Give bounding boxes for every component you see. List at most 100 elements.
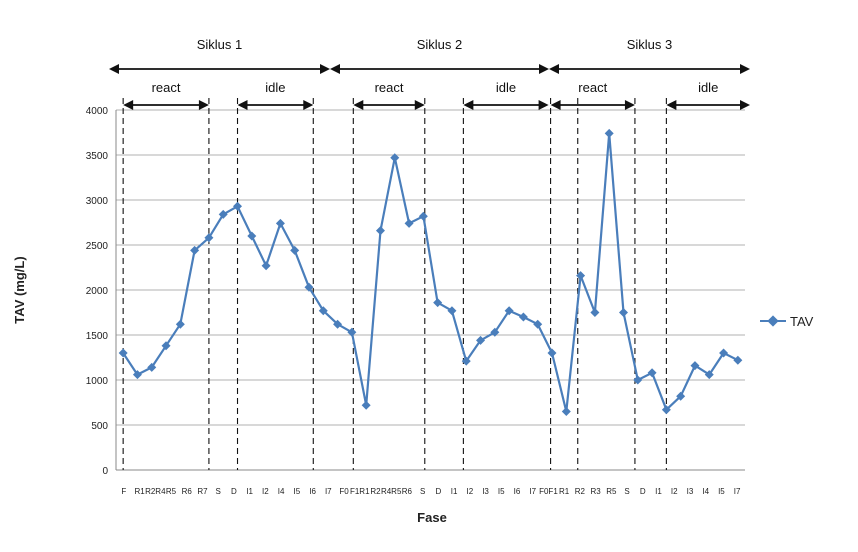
x-tick-label: R5 bbox=[166, 487, 177, 496]
x-tick-label: I2 bbox=[262, 487, 269, 496]
x-tick-label: R2 bbox=[575, 487, 586, 496]
react-arrow-head-left bbox=[550, 100, 561, 110]
data-point bbox=[647, 368, 657, 378]
react-label: react bbox=[375, 80, 404, 95]
cycle-label: Siklus 1 bbox=[197, 37, 243, 52]
data-point bbox=[204, 233, 214, 243]
idle-label: idle bbox=[698, 80, 718, 95]
data-point bbox=[633, 375, 643, 385]
series-tav bbox=[118, 128, 743, 416]
y-tick-label: 0 bbox=[102, 466, 108, 477]
react-arrow-head-left bbox=[123, 100, 134, 110]
idle-arrow-head-left bbox=[237, 100, 248, 110]
x-tick-label: R1 bbox=[559, 487, 570, 496]
data-point bbox=[190, 245, 200, 255]
x-tick-label: I1 bbox=[246, 487, 253, 496]
x-tick-label: I2 bbox=[466, 487, 473, 496]
legend-marker bbox=[767, 315, 779, 327]
x-tick-label: D bbox=[435, 487, 441, 496]
x-tick-label: F0 bbox=[339, 487, 349, 496]
data-point bbox=[704, 370, 714, 380]
x-tick-label: I6 bbox=[514, 487, 521, 496]
y-axis-ticks: 0 500 1000 1500 2000 2500 3000 3500 4000 bbox=[86, 106, 109, 477]
x-tick-label: R2R4 bbox=[145, 487, 166, 496]
data-point bbox=[561, 407, 571, 416]
x-tick-label: F0F1 bbox=[539, 487, 558, 496]
y-tick-label: 3000 bbox=[86, 196, 109, 207]
x-tick-label: F1R1 bbox=[350, 487, 370, 496]
x-tick-label: I3 bbox=[687, 487, 694, 496]
idle-arrow-head-left bbox=[666, 100, 677, 110]
data-point bbox=[676, 391, 686, 401]
cycle-arrow-head-right bbox=[740, 64, 750, 74]
x-tick-label: R5 bbox=[606, 487, 617, 496]
x-tick-label: I1 bbox=[451, 487, 458, 496]
data-point bbox=[576, 271, 586, 281]
x-tick-label: R6 bbox=[182, 487, 193, 496]
data-point bbox=[618, 308, 628, 317]
idle-arrow-head-right bbox=[538, 100, 549, 110]
x-tick-label: I1 bbox=[655, 487, 662, 496]
data-point bbox=[304, 282, 314, 292]
series-line-tav bbox=[122, 132, 739, 413]
cycle-arrow-head-left bbox=[549, 64, 559, 74]
data-point bbox=[690, 361, 700, 371]
cycle-label: Siklus 2 bbox=[417, 37, 463, 52]
idle-label: idle bbox=[496, 80, 516, 95]
idle-arrow-head-right bbox=[303, 100, 314, 110]
y-tick-label: 4000 bbox=[86, 106, 109, 117]
data-point bbox=[318, 306, 328, 316]
phase-divider-lines bbox=[122, 98, 667, 470]
idle-label: idle bbox=[265, 80, 285, 95]
data-point bbox=[418, 211, 428, 221]
data-point bbox=[504, 306, 514, 316]
data-point bbox=[490, 327, 500, 337]
data-point bbox=[433, 298, 443, 308]
data-point bbox=[604, 128, 614, 138]
x-tick-label: R6 bbox=[402, 487, 413, 496]
x-tick-label: I6 bbox=[309, 487, 316, 496]
y-axis-title: TAV (mg/L) bbox=[12, 256, 27, 323]
react-arrow-head-right bbox=[414, 100, 425, 110]
x-tick-label: R3 bbox=[590, 487, 601, 496]
x-tick-label: F bbox=[121, 487, 126, 496]
data-point bbox=[290, 245, 300, 255]
cycle-arrow-head-left bbox=[109, 64, 119, 74]
cycle-arrow-head-left bbox=[330, 64, 340, 74]
x-tick-label: I3 bbox=[482, 487, 489, 496]
data-point bbox=[547, 348, 557, 358]
data-point bbox=[275, 218, 285, 228]
data-point bbox=[390, 153, 400, 163]
y-tick-label: 3500 bbox=[86, 151, 109, 162]
y-tick-label: 1500 bbox=[86, 331, 109, 342]
y-tick-label: 1000 bbox=[86, 376, 109, 387]
cycle-label: Siklus 3 bbox=[627, 37, 673, 52]
x-tick-label: S bbox=[420, 487, 425, 496]
x-tick-label: I7 bbox=[734, 487, 741, 496]
x-tick-label: S bbox=[624, 487, 629, 496]
x-tick-label: I5 bbox=[718, 487, 725, 496]
cycle-labels: Siklus 1 react idle Siklus 2 react idle Siklus… bbox=[152, 37, 719, 95]
data-point bbox=[661, 405, 671, 415]
x-tick-label: D bbox=[640, 487, 646, 496]
data-point bbox=[733, 355, 743, 365]
data-point bbox=[447, 306, 457, 316]
x-tick-label: I4 bbox=[702, 487, 709, 496]
x-tick-label: I4 bbox=[278, 487, 285, 496]
react-label: react bbox=[578, 80, 607, 95]
react-arrow-head-right bbox=[198, 100, 209, 110]
data-point bbox=[518, 312, 528, 322]
x-tick-label: R2 bbox=[370, 487, 381, 496]
data-point bbox=[175, 319, 185, 329]
legend-label: TAV bbox=[790, 314, 814, 329]
data-point bbox=[461, 356, 471, 366]
data-point bbox=[261, 261, 271, 271]
x-tick-label: I7 bbox=[529, 487, 536, 496]
y-tick-label: 2500 bbox=[86, 241, 109, 252]
data-point bbox=[132, 370, 142, 380]
x-tick-label: I5 bbox=[498, 487, 505, 496]
data-point bbox=[333, 319, 343, 329]
legend: TAV bbox=[760, 314, 814, 329]
gridlines bbox=[116, 109, 745, 426]
